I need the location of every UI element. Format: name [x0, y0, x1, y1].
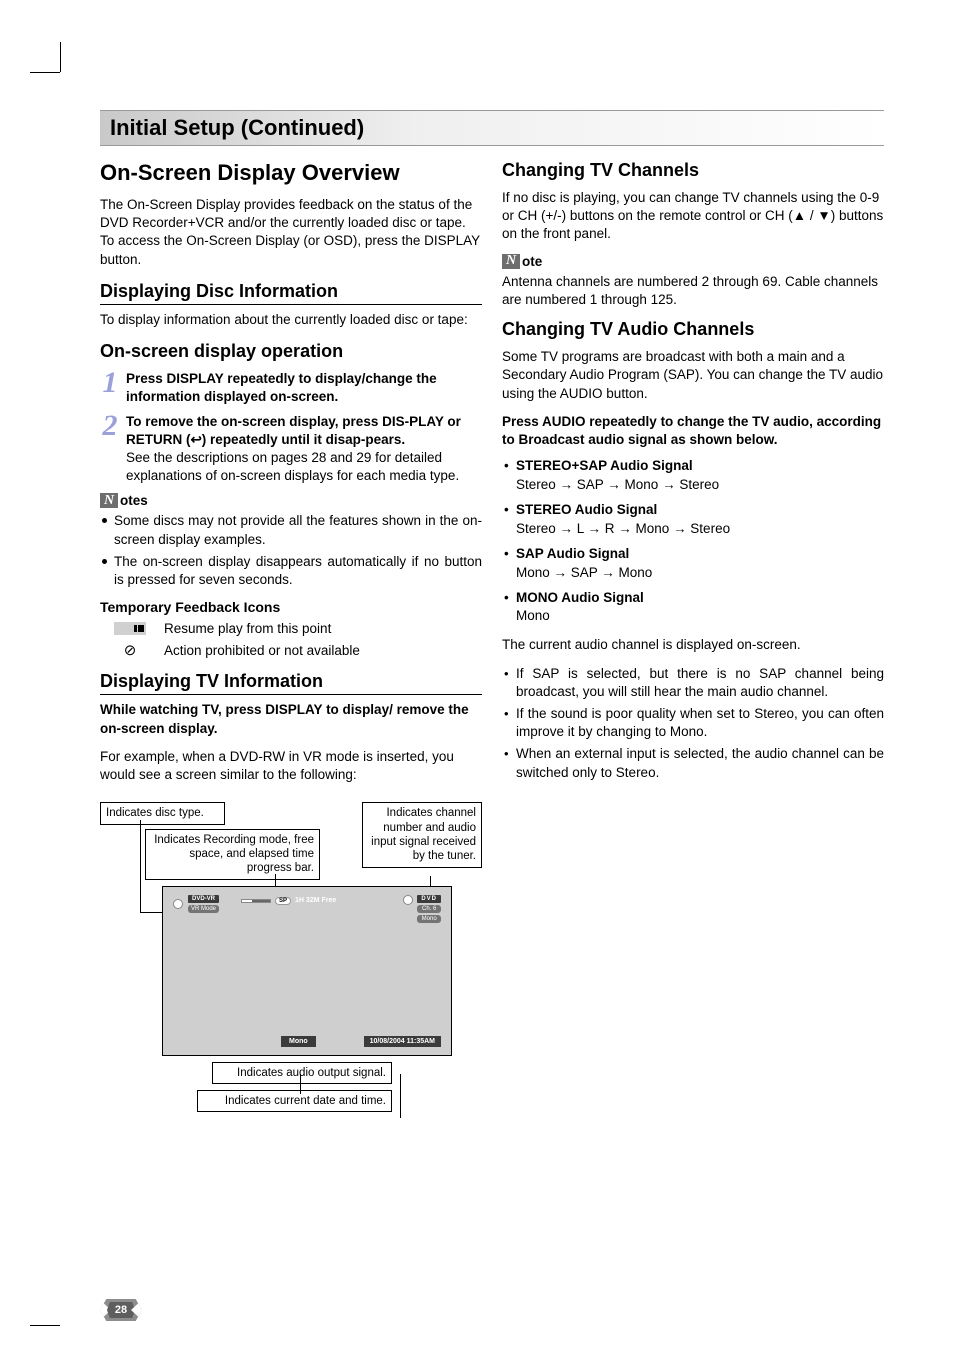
audio-item-title: MONO Audio Signal	[516, 590, 644, 605]
notes-header: Notes	[100, 493, 482, 508]
changing-tv-channels-heading: Changing TV Channels	[502, 160, 884, 181]
osd-operation-heading: On-screen display operation	[100, 341, 482, 362]
audio-signal-item: SAP Audio Signal Mono → SAP → Mono	[502, 545, 884, 583]
disc-info-text: To display information about the current…	[100, 311, 482, 329]
audio-signal-item: STEREO Audio Signal Stereo → L → R → Mon…	[502, 501, 884, 539]
audio-signal-list: STEREO+SAP Audio Signal Stereo → SAP → M…	[502, 457, 884, 626]
audio-signal-item: MONO Audio Signal Mono	[502, 589, 884, 627]
note-text: Antenna channels are numbered 2 through …	[502, 273, 884, 309]
audio-item-sequence: Stereo → SAP → Mono → Stereo	[516, 477, 719, 492]
temp-feedback-heading: Temporary Feedback Icons	[100, 599, 482, 615]
label-date-time: Indicates current date and time.	[197, 1090, 392, 1112]
notes-label: otes	[120, 493, 148, 508]
osd-screen: DVD-VR VR Mode SP 1H 32M Free DVD Ch. 6 …	[162, 886, 452, 1056]
osd-dvd-label: DVD	[417, 895, 441, 903]
step-1-text: Press DISPLAY repeatedly to display/chan…	[126, 371, 437, 404]
page-number: 28	[107, 1302, 135, 1318]
osd-free: 1H 32M Free	[295, 897, 336, 904]
displaying-disc-info-heading: Displaying Disc Information	[100, 281, 482, 305]
osd-figure: Indicates disc type. Indicates Recording…	[100, 802, 482, 1112]
prohibited-icon: ⊘	[114, 641, 146, 659]
disc-icon	[403, 895, 413, 905]
changing-tv-channels-text: If no disc is playing, you can change TV…	[502, 189, 884, 244]
step-number-2: 2	[100, 413, 120, 439]
prohibit-label: Action prohibited or not available	[164, 643, 360, 658]
audio-tips-list: If SAP is selected, but there is no SAP …	[502, 665, 884, 782]
step-number-1: 1	[100, 370, 120, 396]
osd-disc-label: DVD-VR	[188, 895, 219, 903]
osd-overview-intro: The On-Screen Display provides feedback …	[100, 196, 482, 269]
osd-sp: SP	[275, 897, 291, 905]
step-1: 1 Press DISPLAY repeatedly to display/ch…	[100, 370, 482, 406]
osd-bottom-date: 10/08/2004 11:35AM	[364, 1036, 441, 1047]
section-title: Initial Setup (Continued)	[110, 115, 874, 141]
disc-icon	[173, 899, 183, 909]
step-2-bold: To remove the on-screen display, press D…	[126, 414, 461, 447]
crop-mark	[60, 42, 61, 72]
changing-tv-audio-heading: Changing TV Audio Channels	[502, 319, 884, 340]
label-channel: Indicates channel number and audio input…	[362, 802, 482, 868]
page-number-badge: 28	[100, 1299, 142, 1321]
resume-play-icon	[114, 622, 146, 635]
note-label: ote	[522, 254, 542, 269]
connector-line	[140, 820, 141, 912]
note-item: The on-screen display disappears automat…	[100, 553, 482, 589]
right-column: Changing TV Channels If no disc is playi…	[502, 160, 884, 1112]
osd-rec-row: SP 1H 32M Free	[241, 897, 336, 905]
connector-line	[300, 1074, 301, 1094]
osd-mode-label: VR Mode	[188, 905, 219, 913]
displaying-tv-info-heading: Displaying TV Information	[100, 671, 482, 695]
osd-overview-heading: On-Screen Display Overview	[100, 160, 482, 186]
note-item: Some discs may not provide all the featu…	[100, 512, 482, 548]
audio-signal-item: STEREO+SAP Audio Signal Stereo → SAP → M…	[502, 457, 884, 495]
osd-ch-mono: Mono	[417, 915, 441, 923]
tv-info-example: For example, when a DVD-RW in VR mode is…	[100, 748, 482, 784]
step-2: 2 To remove the on-screen display, press…	[100, 413, 482, 486]
osd-top-left: DVD-VR VR Mode	[173, 895, 219, 913]
note-icon: N	[502, 254, 520, 269]
note-header: Note	[502, 254, 884, 269]
section-header-bar: Initial Setup (Continued)	[100, 110, 884, 146]
crop-mark	[30, 72, 60, 73]
audio-item-sequence: Mono → SAP → Mono	[516, 565, 652, 580]
progress-bar-icon	[241, 899, 271, 903]
audio-item-title: STEREO+SAP Audio Signal	[516, 458, 693, 473]
crop-mark	[30, 1325, 60, 1326]
label-audio-output: Indicates audio output signal.	[212, 1062, 392, 1084]
tv-info-bold: While watching TV, press DISPLAY to disp…	[100, 702, 469, 735]
label-disc-type: Indicates disc type.	[100, 802, 225, 824]
note-icon: N	[100, 493, 118, 508]
audio-item-sequence: Mono	[516, 608, 550, 623]
notes-list: Some discs may not provide all the featu…	[100, 512, 482, 589]
audio-item-title: STEREO Audio Signal	[516, 502, 657, 517]
audio-item-title: SAP Audio Signal	[516, 546, 629, 561]
tip-item: If SAP is selected, but there is no SAP …	[502, 665, 884, 701]
audio-intro: Some TV programs are broadcast with both…	[502, 348, 884, 403]
connector-line	[400, 1074, 401, 1118]
left-column: On-Screen Display Overview The On-Screen…	[100, 160, 482, 1112]
tip-item: When an external input is selected, the …	[502, 745, 884, 781]
osd-top-right: DVD Ch. 6 Mono	[403, 895, 441, 923]
osd-ch-label: Ch. 6	[417, 905, 441, 913]
audio-instruction: Press AUDIO repeatedly to change the TV …	[502, 413, 884, 449]
audio-item-sequence: Stereo → L → R → Mono → Stereo	[516, 521, 730, 536]
label-rec-mode: Indicates Recording mode, free space, an…	[145, 829, 320, 880]
current-audio-text: The current audio channel is displayed o…	[502, 636, 884, 654]
prohibit-icon-row: ⊘ Action prohibited or not available	[114, 641, 482, 659]
tip-item: If the sound is poor quality when set to…	[502, 705, 884, 741]
resume-icon-row: Resume play from this point	[114, 621, 482, 636]
resume-label: Resume play from this point	[164, 621, 331, 636]
osd-bottom-mono: Mono	[281, 1036, 316, 1047]
step-2-rest: See the descriptions on pages 28 and 29 …	[126, 450, 459, 483]
